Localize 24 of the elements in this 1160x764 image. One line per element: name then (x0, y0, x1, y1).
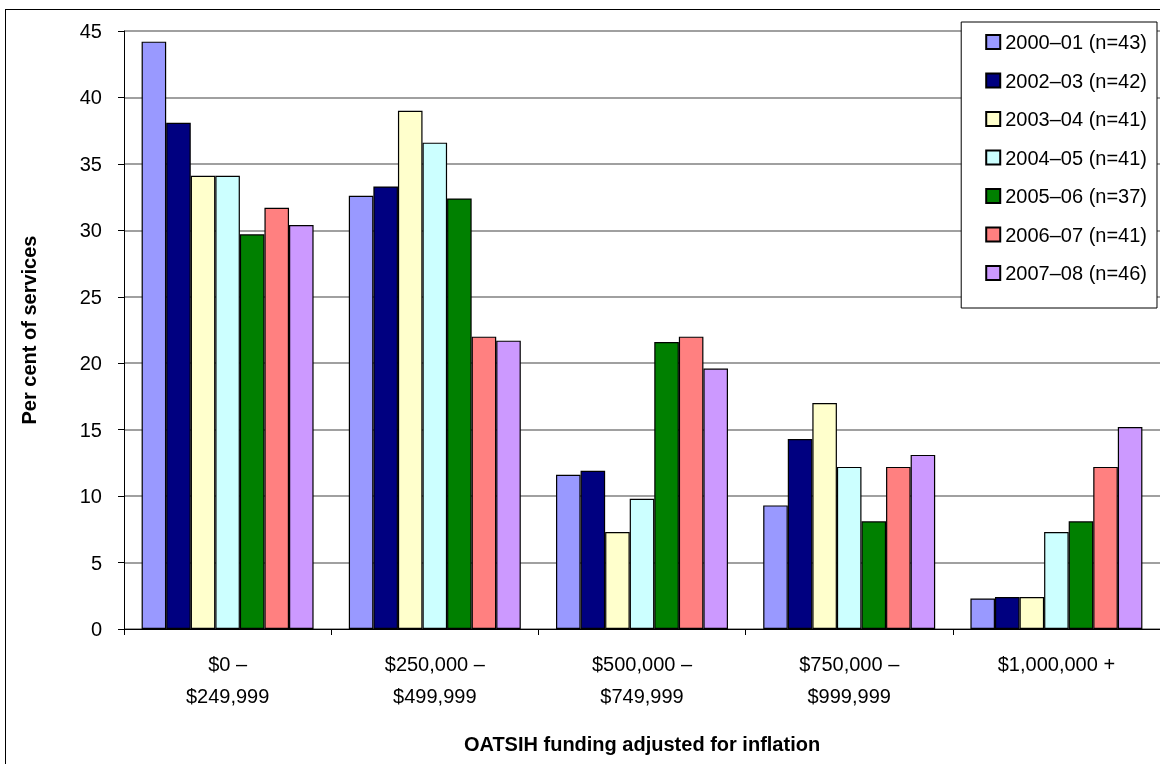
x-tick-label: $0 – $249,999 (185, 653, 270, 707)
x-axis-title: OATSIH funding adjusted for inflation (463, 733, 821, 755)
x-tick-label: $1,000,000 + (997, 653, 1116, 675)
y-axis-title: Per cent of services (18, 235, 40, 425)
legend-label: 2005–06 (n=37) (1005, 185, 1148, 207)
y-tick-label: 15 (79, 418, 102, 441)
y-tick-label: 0 (90, 618, 102, 640)
y-tick-label: 25 (79, 285, 102, 308)
y-tick-label: 40 (79, 86, 102, 109)
x-tick-label: $500,000 – $749,999 (591, 653, 693, 707)
x-tick-label: $250,000 – $499,999 (384, 653, 486, 707)
x-tick-label: $750,000 – $999,999 (799, 653, 901, 707)
y-tick-label: 45 (79, 20, 102, 42)
legend-label: 2000–01 (n=43) (1005, 31, 1148, 53)
y-tick-label: 35 (79, 152, 102, 175)
legend-label: 2007–08 (n=46) (1005, 262, 1148, 284)
legend-label: 2003–04 (n=41) (1005, 108, 1148, 130)
y-tick-label: 20 (79, 352, 102, 375)
y-tick-label: 30 (79, 219, 102, 242)
legend-label: 2004–05 (n=41) (1005, 146, 1148, 169)
legend-label: 2006–07 (n=41) (1005, 223, 1148, 246)
legend-label: 2002–03 (n=42) (1005, 69, 1148, 92)
y-tick-label: 10 (79, 485, 102, 508)
y-tick-label: 5 (90, 551, 102, 574)
